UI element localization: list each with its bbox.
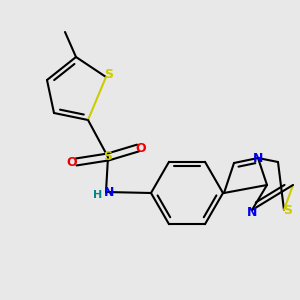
- Text: S: S: [284, 203, 292, 217]
- Text: S: S: [103, 151, 112, 164]
- Text: N: N: [104, 185, 114, 199]
- Text: N: N: [247, 206, 257, 218]
- Text: O: O: [67, 155, 77, 169]
- Text: H: H: [93, 190, 103, 200]
- Text: N: N: [253, 152, 263, 164]
- Text: O: O: [136, 142, 146, 154]
- Text: S: S: [104, 68, 113, 82]
